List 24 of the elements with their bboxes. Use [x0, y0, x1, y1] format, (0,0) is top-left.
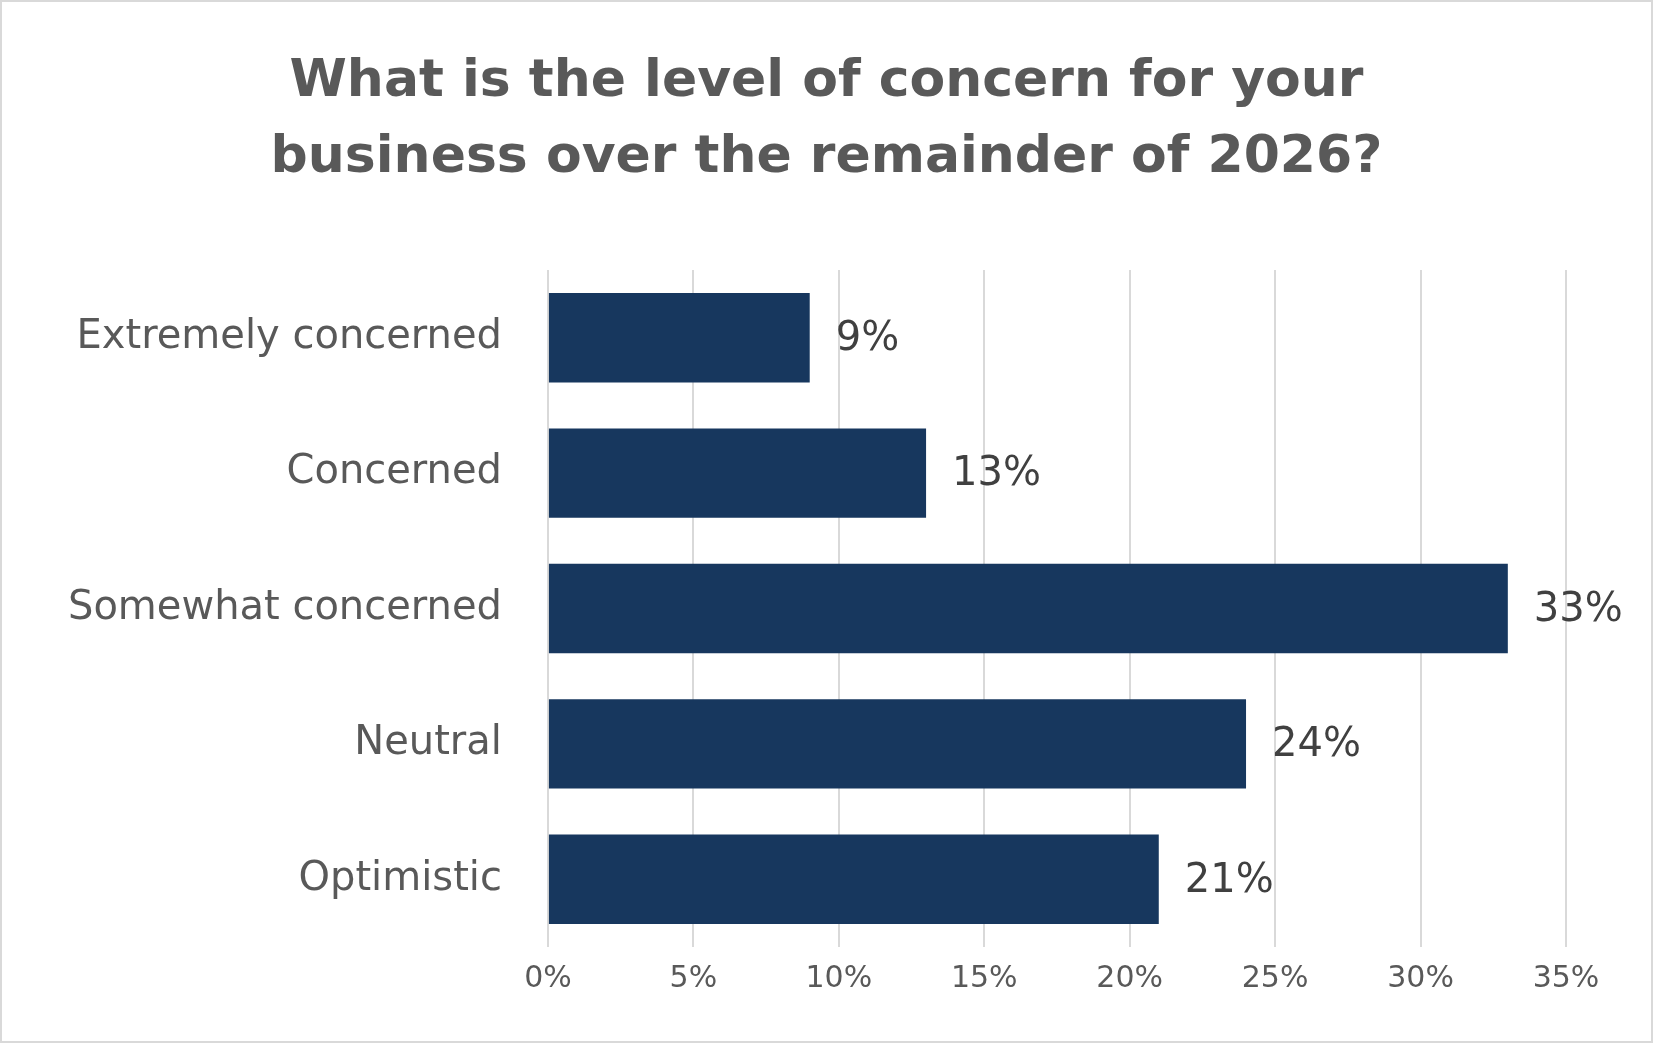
- data-label: 13%: [952, 448, 1041, 495]
- data-label: 21%: [1184, 854, 1274, 901]
- data-label: 33%: [1533, 583, 1623, 630]
- bar: [548, 428, 927, 518]
- x-tick-label: 10%: [805, 958, 873, 994]
- bar: [548, 834, 1159, 924]
- bar: [548, 699, 1247, 789]
- x-tick-label: 20%: [1096, 958, 1164, 994]
- bar: [548, 293, 810, 383]
- x-tick-label: 35%: [1532, 958, 1600, 994]
- data-label: 24%: [1272, 719, 1361, 766]
- x-tick-label: 15%: [950, 958, 1018, 994]
- chart-title: What is the level of concern for your business over the remainder of 2026?: [269, 47, 1384, 186]
- x-tick-label: 30%: [1387, 958, 1454, 994]
- y-tick-label: Optimistic: [298, 852, 502, 899]
- x-tick-label: 5%: [669, 958, 718, 994]
- y-tick-label: Concerned: [286, 446, 502, 493]
- bar: [548, 563, 1508, 654]
- y-tick-label: Neutral: [354, 717, 502, 764]
- data-label: 9%: [835, 313, 900, 360]
- y-tick-label: Somewhat concerned: [67, 581, 502, 628]
- x-tick-label: 0%: [524, 958, 572, 994]
- x-tick-label: 25%: [1241, 958, 1309, 994]
- y-tick-label: Extremely concerned: [76, 311, 502, 358]
